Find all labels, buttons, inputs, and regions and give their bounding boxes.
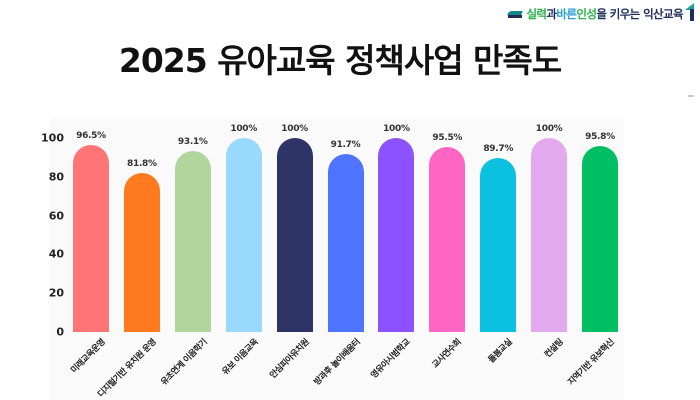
- edge-mark: [688, 95, 694, 97]
- y-tick-label: 80: [48, 170, 64, 184]
- y-tick-label: 60: [48, 209, 64, 223]
- y-tick-label: 20: [48, 286, 64, 300]
- bar: [174, 151, 211, 332]
- bar: [480, 157, 517, 332]
- iksan-logo-icon: [685, 3, 694, 21]
- brand-mark-icon: [508, 11, 523, 18]
- y-tick-label: 0: [56, 325, 64, 339]
- bar: [582, 146, 618, 332]
- page-title: 2025 유아교육 정책사업 만족도: [118, 41, 562, 80]
- value-label: 95.8%: [585, 132, 615, 143]
- bar: [531, 138, 568, 332]
- value-label: 100%: [230, 124, 257, 134]
- slogan-part-3: 바른: [556, 7, 577, 21]
- value-label: 100%: [281, 124, 308, 134]
- bar: [429, 146, 466, 332]
- slogan-part-2: 과: [546, 7, 557, 21]
- value-label: 96.5%: [76, 130, 106, 141]
- bar: [123, 173, 160, 332]
- brand-slogan: 실력 과 바른 인성 을 키우는 익산교육: [508, 4, 694, 24]
- slogan-part-5: 을 키우는 익산교육: [596, 7, 683, 21]
- y-tick-label: 40: [48, 247, 64, 261]
- value-label: 93.1%: [177, 137, 208, 148]
- y-tick-label: 100: [41, 131, 64, 145]
- value-label: 91.7%: [330, 140, 361, 151]
- bar: [276, 138, 313, 332]
- slogan-part-4: 인성: [576, 7, 597, 21]
- value-label: 100%: [535, 124, 563, 134]
- value-label: 89.7%: [483, 143, 514, 154]
- value-label: 100%: [383, 124, 410, 134]
- bar: [327, 154, 364, 332]
- value-label: 81.8%: [127, 159, 157, 170]
- value-label: 95.5%: [432, 132, 463, 143]
- bar: [225, 138, 262, 332]
- slogan-part-1: 실력: [526, 7, 547, 21]
- bar: [73, 144, 109, 332]
- bar: [378, 138, 415, 332]
